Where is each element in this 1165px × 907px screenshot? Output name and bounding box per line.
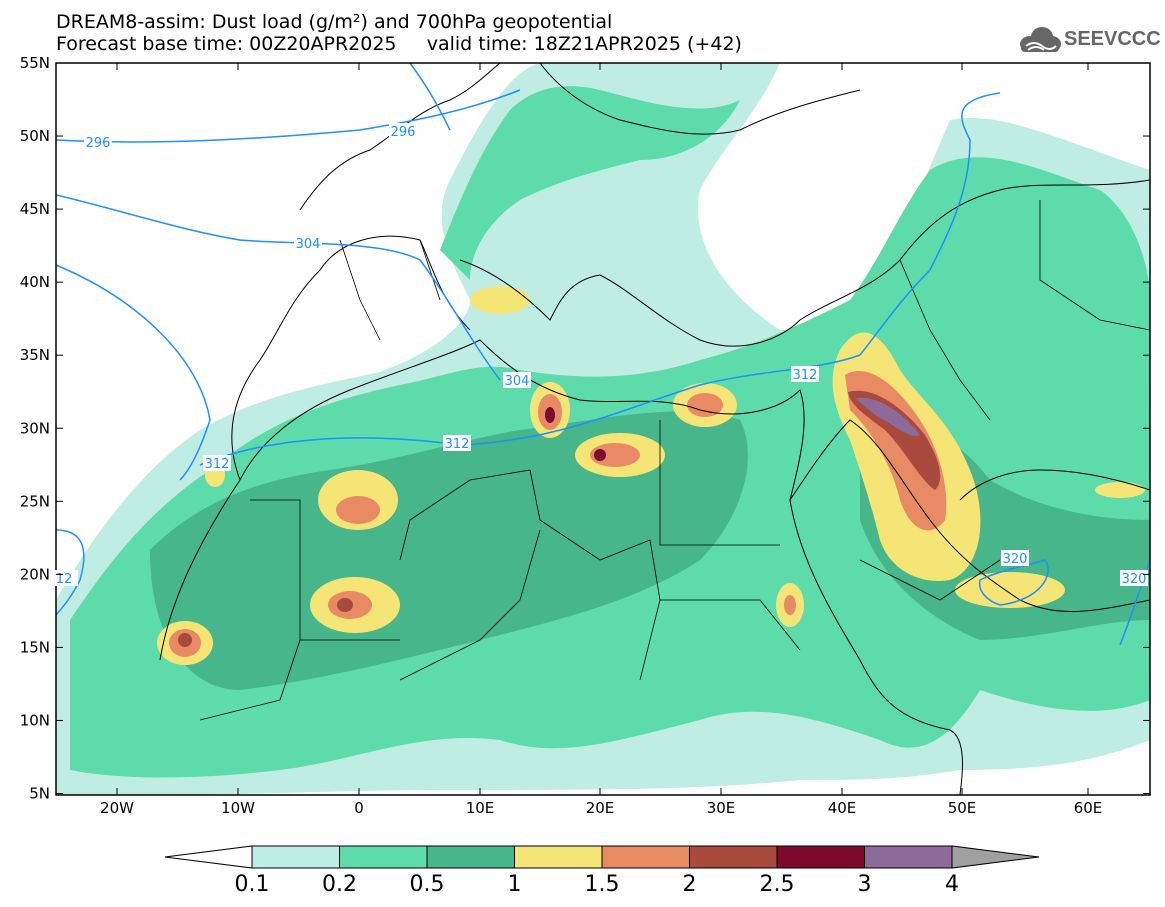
map-subtitle: Forecast base time: 00Z20APR2025 valid t…: [56, 33, 742, 55]
contour-label-bg: [84, 134, 112, 150]
colorbar-label: 1.5: [584, 872, 620, 897]
colorbar-label: 0.1: [234, 872, 270, 897]
contour-label-bg: [389, 123, 417, 139]
map-fields: [56, 63, 1150, 795]
colorbar-label: 0.5: [409, 872, 445, 897]
colorbar-label: 0.2: [322, 872, 357, 897]
map-frame: [55, 62, 1151, 796]
contour-label: 304: [505, 374, 530, 389]
colorbar-swatch: [339, 845, 428, 869]
colorbar-label: 4: [945, 872, 959, 897]
cloud-icon: [1020, 27, 1061, 52]
lat-label: 30N: [20, 419, 50, 437]
colorbar: [164, 845, 1040, 869]
contour-label: 312: [793, 368, 818, 383]
contour-label: 320: [1122, 572, 1147, 587]
contour-label-bg: [1001, 550, 1029, 566]
lon-label: 60E: [1074, 799, 1103, 817]
contour-label: 320: [1003, 552, 1028, 567]
logo: SEEVCCC: [1018, 24, 1161, 58]
colorbar-swatch: [864, 845, 953, 869]
colorbar-swatch: [251, 845, 340, 869]
lon-label: 50E: [948, 799, 977, 817]
country-borders: [199, 200, 1150, 721]
contour-label-bg: [791, 366, 819, 382]
lat-label: 35N: [20, 346, 50, 364]
lat-label: 45N: [20, 200, 50, 218]
contour-label: 312: [445, 437, 470, 452]
lat-label: 20N: [20, 565, 50, 583]
lat-label: 50N: [20, 127, 50, 145]
contour-label-bg: [203, 455, 231, 471]
colorbar-over-arrow: [951, 845, 1040, 869]
lon-label: 20W: [100, 799, 134, 817]
lon-label: 20E: [586, 799, 615, 817]
contour-label: 296: [391, 125, 416, 140]
coastlines: [159, 63, 1150, 795]
contour-label: 304: [296, 237, 321, 252]
contour-labels: 296 296 304 304 312 312 312 320 320 12: [50, 123, 1148, 587]
lat-label: 10N: [20, 711, 50, 729]
contour-label: 312: [205, 457, 230, 472]
colorbar-swatch: [601, 845, 690, 869]
colorbar-label: 2: [682, 872, 697, 897]
map-title: DREAM8-assim: Dust load (g/m²) and 700hP…: [56, 11, 613, 33]
lat-label: 5N: [29, 785, 50, 803]
lon-label: 10E: [466, 799, 495, 817]
colorbar-swatch: [426, 845, 515, 869]
colorbar-label: 1: [507, 872, 522, 897]
colorbar-label: 3: [857, 872, 872, 897]
lon-label: 30E: [707, 799, 736, 817]
contour-label: 12: [56, 572, 73, 587]
contour-label-bg: [443, 435, 471, 451]
lat-label: 55N: [20, 54, 50, 72]
axis-ticks: 20W 10W 0 10E 20E 30E 40E 50E 60E 55N 50N 45N 40N 35N…: [20, 54, 1150, 817]
lat-label: 15N: [20, 638, 50, 656]
contour-label-bg: [294, 235, 322, 251]
lon-label: 10W: [221, 799, 255, 817]
colorbar-swatch: [776, 845, 865, 869]
logo-text: SEEVCCC: [1064, 28, 1161, 50]
colorbar-label: 2.5: [759, 872, 795, 897]
contour-label-bg: [503, 372, 531, 388]
colorbar-under-arrow: [164, 845, 253, 869]
colorbar-swatch: [514, 845, 603, 869]
lat-label: 25N: [20, 492, 50, 510]
lon-label: 40E: [828, 799, 857, 817]
contour-label-bg: [1120, 570, 1148, 586]
colorbar-swatch: [689, 845, 778, 869]
contour-label: 296: [86, 136, 111, 151]
lon-label: 0: [354, 799, 364, 817]
lat-label: 40N: [20, 273, 50, 291]
